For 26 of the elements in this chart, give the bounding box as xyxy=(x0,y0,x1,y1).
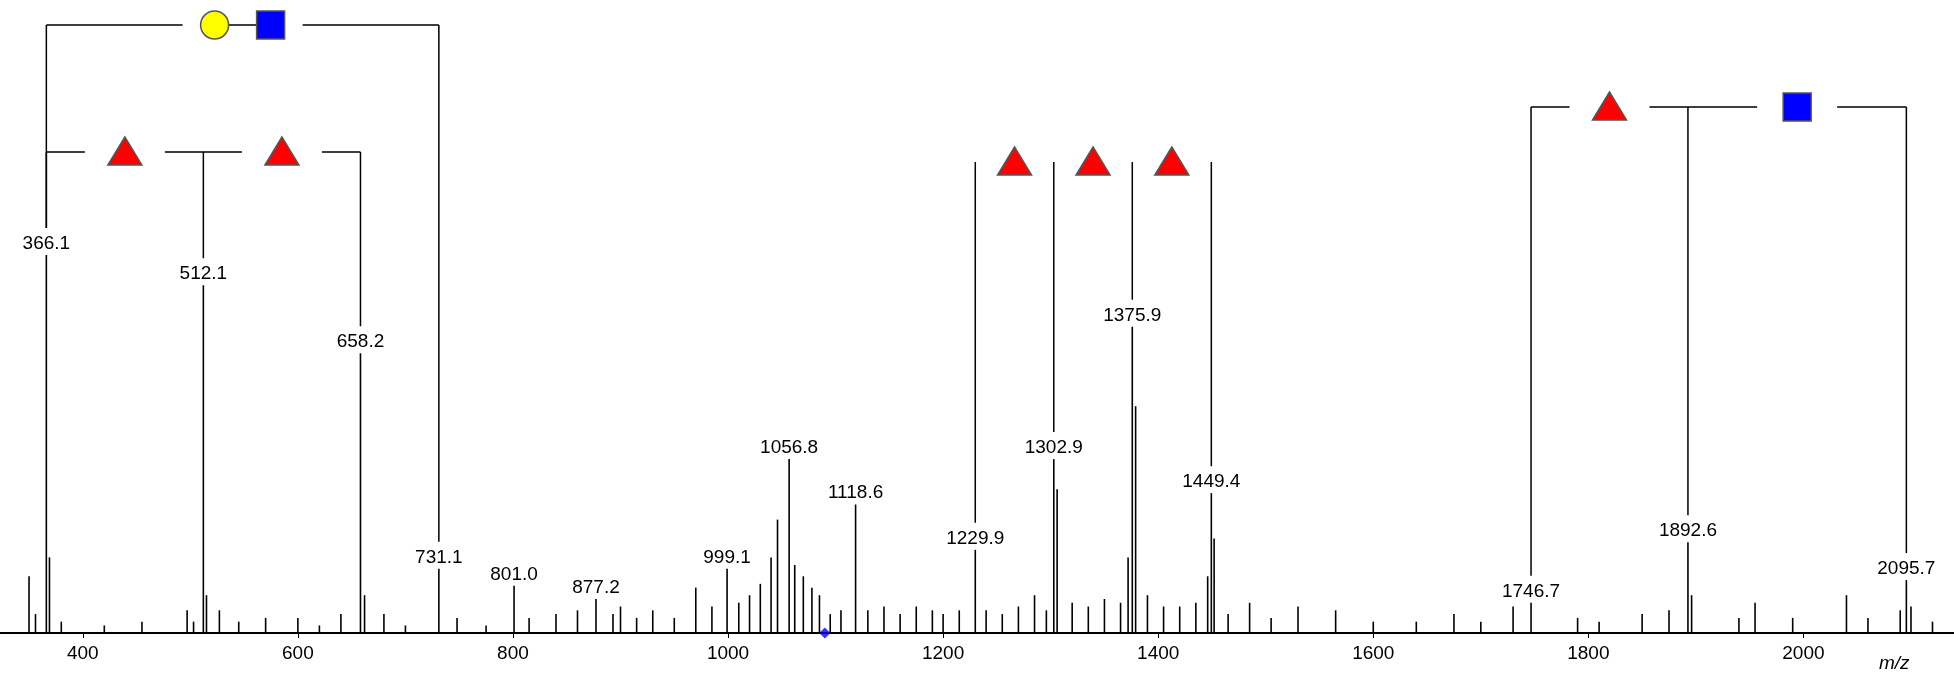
x-tick-label: 800 xyxy=(497,642,529,663)
x-tick-label: 400 xyxy=(66,642,99,663)
annotation: 1892.6 xyxy=(1658,519,1718,541)
annotation: 512.1 xyxy=(179,262,228,284)
annotation: 1056.8 xyxy=(760,436,819,458)
annotation: 2095.7 xyxy=(1877,557,1936,579)
annotation: 366.1 xyxy=(22,232,71,253)
annotation: 999.1 xyxy=(703,545,751,567)
x-tick-label: 600 xyxy=(282,642,314,663)
x-tick-label: 1400 xyxy=(1137,642,1180,663)
x-tick-label: 1800 xyxy=(1567,642,1610,663)
annotation: 658.2 xyxy=(336,330,385,352)
annotation: 1449.4 xyxy=(1182,470,1241,492)
x-axis-title: m/z xyxy=(1879,652,1911,673)
annotation: 1375.9 xyxy=(1103,303,1162,325)
annotation: 877.2 xyxy=(572,575,620,597)
x-tick-label: 1200 xyxy=(921,642,965,663)
annotation: 801.0 xyxy=(490,562,538,584)
x-tick-label: 2000 xyxy=(1782,642,1825,663)
annotation: 1118.6 xyxy=(827,481,884,503)
annotation: 1746.7 xyxy=(1501,579,1561,601)
annotation: 731.1 xyxy=(415,545,463,567)
annotation: 1229.9 xyxy=(946,526,1005,548)
x-tick-label: 1600 xyxy=(1352,642,1395,663)
x-tick-label: 1000 xyxy=(706,642,750,663)
annotation: 1302.9 xyxy=(1024,436,1083,458)
